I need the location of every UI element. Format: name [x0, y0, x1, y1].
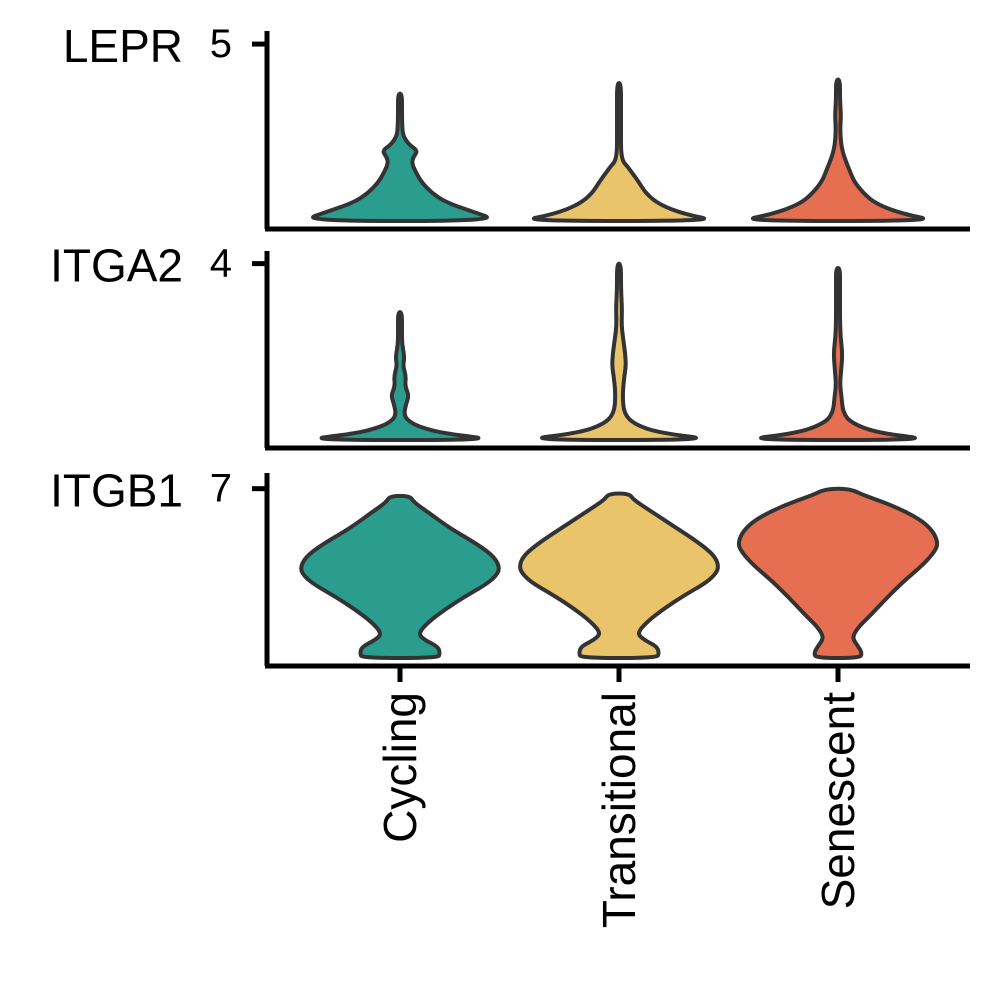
y-tick-label: 5 — [210, 22, 232, 66]
y-tick-label: 7 — [210, 467, 232, 511]
violin-itga2-cycling — [319, 310, 481, 442]
violin-lepr-transitional — [532, 81, 706, 223]
violin-itga2-senescent — [759, 266, 917, 442]
violin-itgb1-transitional — [518, 491, 720, 660]
x-tick-label-transitional: Transitional — [593, 692, 645, 928]
gene-label-itgb1: ITGB1 — [50, 465, 183, 517]
y-tick-label: 4 — [210, 242, 232, 286]
gene-label-itga2: ITGA2 — [50, 240, 183, 292]
gene-label-lepr: LEPR — [63, 20, 183, 72]
violin-itga2-transitional — [540, 261, 698, 442]
violin-lepr-senescent — [751, 77, 925, 223]
x-tick-label-cycling: Cycling — [374, 692, 426, 843]
violin-lepr-cycling — [311, 91, 489, 223]
violin-itgb1-cycling — [299, 493, 501, 660]
x-tick-label-senescent: Senescent — [812, 692, 864, 910]
violin-itgb1-senescent — [736, 486, 940, 660]
